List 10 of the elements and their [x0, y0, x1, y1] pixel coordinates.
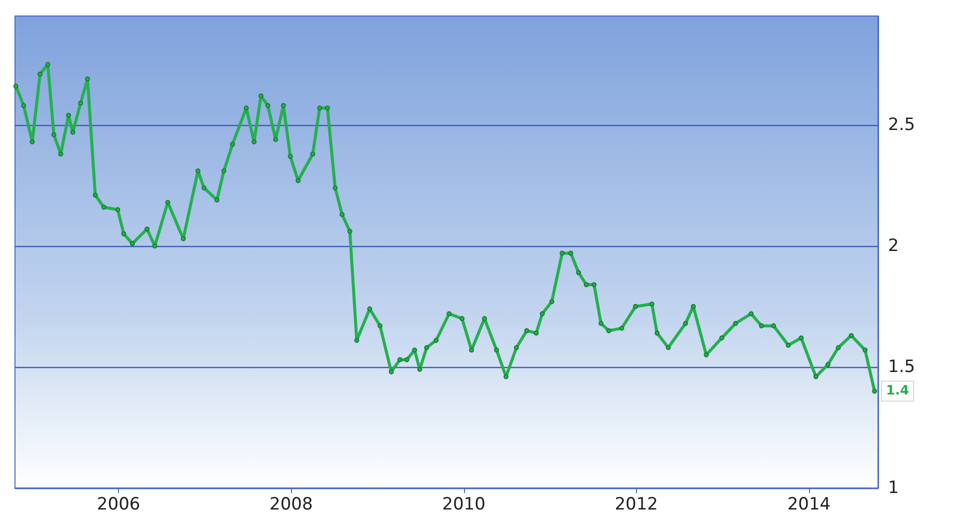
- y-tick-label: 2.5: [888, 114, 916, 135]
- x-tick-label: 2010: [442, 494, 486, 514]
- y-tick-label: 2: [888, 236, 899, 256]
- y-tick-label: 1: [888, 478, 899, 498]
- x-tick-label: 2008: [270, 494, 313, 514]
- data-label: 1.4: [886, 384, 910, 399]
- x-tick-label: 2012: [614, 494, 658, 514]
- x-tick-label: 2014: [787, 494, 831, 514]
- x-tick-label: 2006: [96, 494, 140, 514]
- y-tick-label: 1.5: [888, 356, 916, 377]
